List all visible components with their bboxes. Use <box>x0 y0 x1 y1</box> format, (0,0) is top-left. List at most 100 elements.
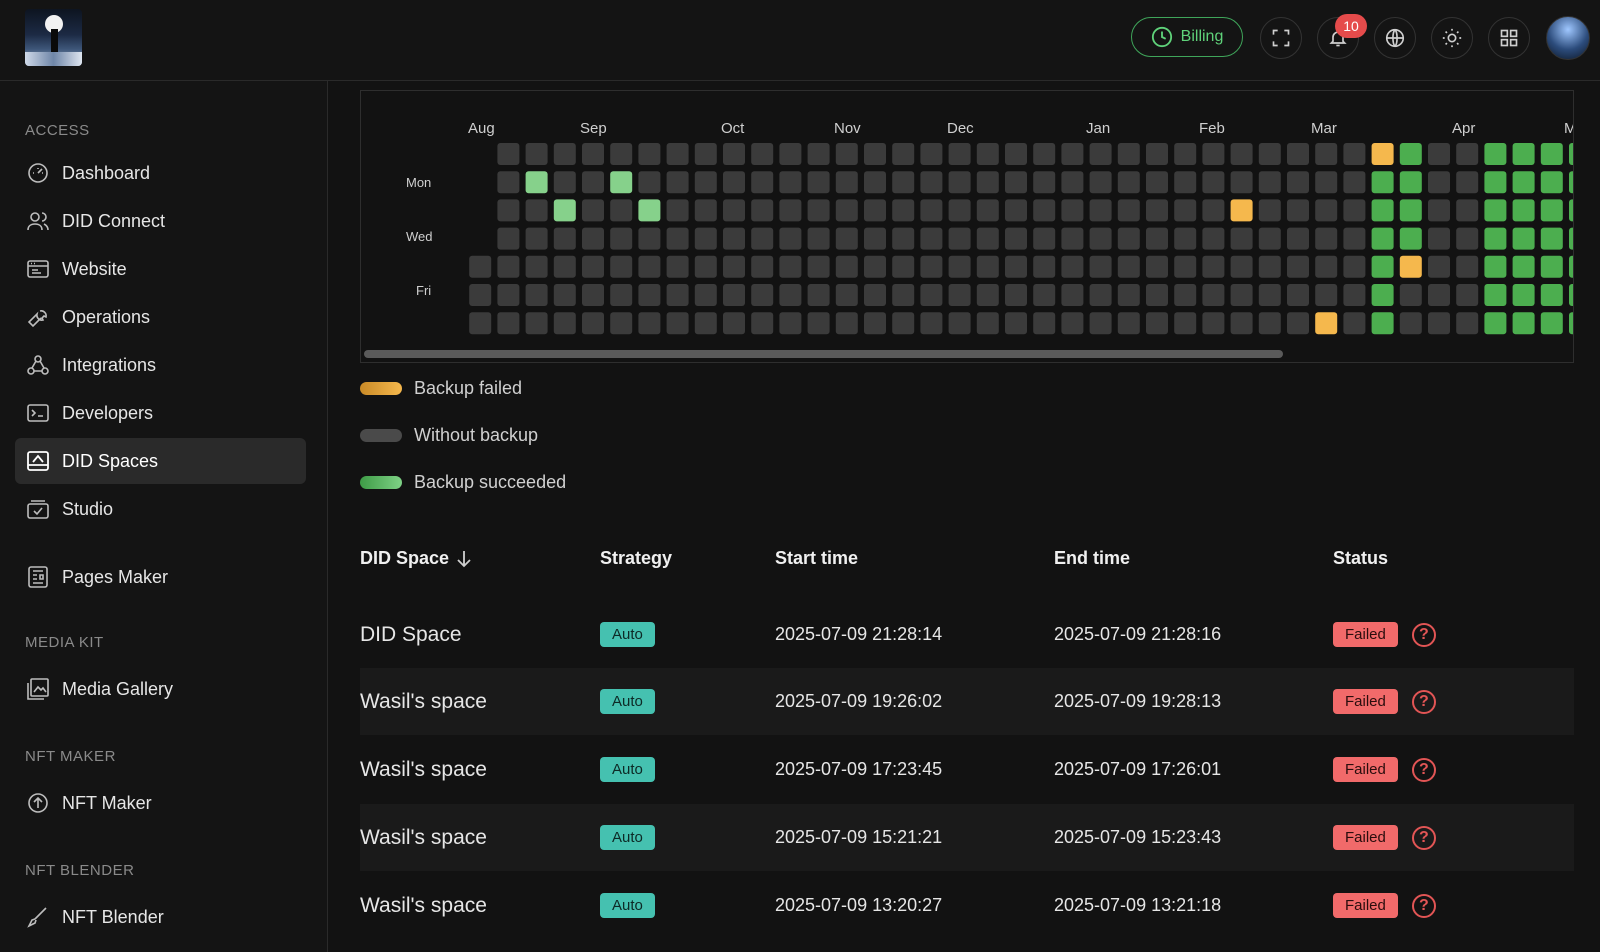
heatmap-cell[interactable] <box>807 255 830 278</box>
heatmap-cell[interactable] <box>1174 284 1197 306</box>
heatmap-cell[interactable] <box>976 227 999 250</box>
heatmap-cell[interactable] <box>1005 199 1027 222</box>
heatmap-cell[interactable] <box>948 171 971 194</box>
heatmap-cell[interactable] <box>1202 199 1225 222</box>
heatmap-cell[interactable] <box>1569 143 1574 165</box>
heatmap-cell[interactable] <box>835 255 858 278</box>
heatmap-cell[interactable] <box>1202 171 1225 194</box>
column-header-space[interactable]: DID Space <box>360 548 473 569</box>
heatmap-cell[interactable] <box>948 143 971 165</box>
heatmap-cell[interactable] <box>1569 227 1574 250</box>
heatmap-cell[interactable] <box>1174 312 1197 335</box>
heatmap-cell[interactable] <box>469 255 492 278</box>
heatmap-cell[interactable] <box>1202 255 1225 278</box>
heatmap-cell[interactable] <box>892 227 915 250</box>
heatmap-cell[interactable] <box>1230 312 1253 335</box>
heatmap-cell[interactable] <box>1484 171 1507 194</box>
heatmap-cell[interactable] <box>948 199 971 222</box>
heatmap-cell[interactable] <box>1258 227 1281 250</box>
heatmap-cell[interactable] <box>1569 284 1574 306</box>
heatmap-cell[interactable] <box>1146 227 1168 250</box>
heatmap-cell[interactable] <box>807 199 830 222</box>
heatmap-cell[interactable] <box>497 227 520 250</box>
heatmap-cell[interactable] <box>1428 312 1450 335</box>
heatmap-cell[interactable] <box>1512 312 1535 335</box>
sidebar-item-nft-maker[interactable]: NFT Maker <box>15 780 306 826</box>
heatmap-cell[interactable] <box>1202 284 1225 306</box>
heatmap-cell[interactable] <box>723 199 745 222</box>
apps-button[interactable] <box>1488 17 1530 59</box>
fullscreen-button[interactable] <box>1260 17 1302 59</box>
heatmap-cell[interactable] <box>1061 171 1084 194</box>
table-row[interactable]: Wasil's space Auto 2025-07-09 19:26:02 2… <box>360 668 1574 735</box>
heatmap-cell[interactable] <box>638 199 661 222</box>
heatmap-cell[interactable] <box>892 312 915 335</box>
heatmap-cell[interactable] <box>920 255 943 278</box>
heatmap-cell[interactable] <box>638 312 661 335</box>
heatmap-cell[interactable] <box>1287 171 1309 194</box>
heatmap-cell[interactable] <box>835 199 858 222</box>
heatmap-cell[interactable] <box>1569 171 1574 194</box>
heatmap-cell[interactable] <box>723 171 745 194</box>
heatmap-cell[interactable] <box>1005 284 1027 306</box>
heatmap-cell[interactable] <box>582 227 604 250</box>
heatmap-cell[interactable] <box>525 312 548 335</box>
heatmap-cell[interactable] <box>751 284 774 306</box>
heatmap-cell[interactable] <box>1343 312 1366 335</box>
heatmap-cell[interactable] <box>525 143 548 165</box>
heatmap-cell[interactable] <box>638 284 661 306</box>
heatmap-cell[interactable] <box>497 312 520 335</box>
heatmap-cell[interactable] <box>1456 171 1479 194</box>
heatmap-cell[interactable] <box>1117 227 1140 250</box>
heatmap-cell[interactable] <box>864 284 886 306</box>
sidebar-item-did-connect[interactable]: DID Connect <box>15 198 306 244</box>
heatmap-cell[interactable] <box>864 199 886 222</box>
heatmap-cell[interactable] <box>1117 199 1140 222</box>
heatmap-cell[interactable] <box>948 284 971 306</box>
heatmap-cell[interactable] <box>1146 255 1168 278</box>
heatmap-cell[interactable] <box>1456 312 1479 335</box>
heatmap-cell[interactable] <box>1484 199 1507 222</box>
heatmap-cell[interactable] <box>920 312 943 335</box>
heatmap-cell[interactable] <box>1371 312 1394 335</box>
heatmap-cell[interactable] <box>1343 255 1366 278</box>
heatmap-cell[interactable] <box>666 171 689 194</box>
heatmap-cell[interactable] <box>1456 227 1479 250</box>
heatmap-cell[interactable] <box>1230 227 1253 250</box>
heatmap-cell[interactable] <box>1061 284 1084 306</box>
heatmap-cell[interactable] <box>1512 199 1535 222</box>
heatmap-cell[interactable] <box>1174 143 1197 165</box>
heatmap-cell[interactable] <box>1230 143 1253 165</box>
heatmap-cell[interactable] <box>1230 255 1253 278</box>
heatmap-cell[interactable] <box>723 227 745 250</box>
heatmap-cell[interactable] <box>1061 199 1084 222</box>
heatmap-cell[interactable] <box>1089 227 1112 250</box>
heatmap-cell[interactable] <box>1202 312 1225 335</box>
heatmap-cell[interactable] <box>751 312 774 335</box>
heatmap-cell[interactable] <box>1315 227 1338 250</box>
heatmap-cell[interactable] <box>610 255 633 278</box>
heatmap-cell[interactable] <box>610 199 633 222</box>
heatmap-cell[interactable] <box>610 143 633 165</box>
heatmap-cell[interactable] <box>694 199 717 222</box>
heatmap-cell[interactable] <box>638 227 661 250</box>
heatmap-cell[interactable] <box>1540 171 1563 194</box>
heatmap-cell[interactable] <box>1484 143 1507 165</box>
heatmap-cell[interactable] <box>1343 143 1366 165</box>
theme-button[interactable] <box>1431 17 1473 59</box>
heatmap-cell[interactable] <box>835 227 858 250</box>
heatmap-cell[interactable] <box>553 284 576 306</box>
heatmap-cell[interactable] <box>1540 199 1563 222</box>
heatmap-cell[interactable] <box>553 199 576 222</box>
sidebar-item-did-spaces[interactable]: DID Spaces <box>15 438 306 484</box>
heatmap-cell[interactable] <box>976 284 999 306</box>
heatmap-cell[interactable] <box>497 171 520 194</box>
heatmap-cell[interactable] <box>976 199 999 222</box>
help-icon[interactable]: ? <box>1411 622 1436 647</box>
heatmap-cell[interactable] <box>553 171 576 194</box>
heatmap-cell[interactable] <box>1146 143 1168 165</box>
heatmap-cell[interactable] <box>1371 284 1394 306</box>
heatmap-cell[interactable] <box>1315 255 1338 278</box>
heatmap-cell[interactable] <box>638 143 661 165</box>
sidebar-item-pages-maker[interactable]: Pages Maker <box>15 554 306 600</box>
